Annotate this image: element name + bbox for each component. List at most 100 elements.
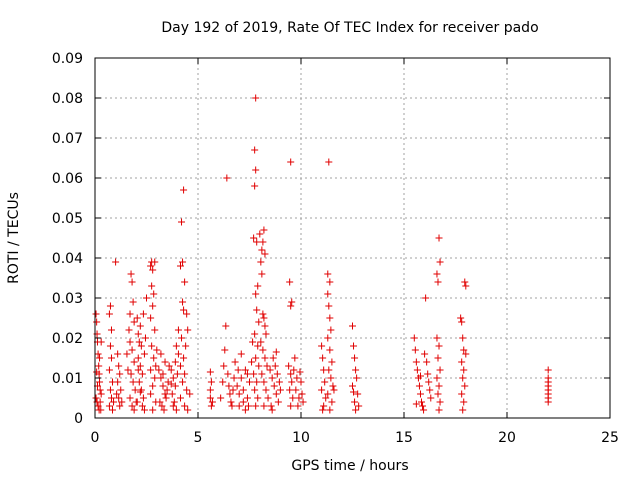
data-point [251, 386, 259, 394]
data-point [159, 382, 167, 390]
data-point [138, 402, 146, 410]
data-point [149, 406, 157, 414]
data-point [156, 398, 164, 406]
data-point [325, 366, 333, 374]
data-point [219, 378, 227, 386]
data-point [462, 350, 470, 358]
data-point [324, 334, 332, 342]
data-point [294, 402, 302, 410]
data-point [174, 350, 182, 358]
data-point [458, 390, 466, 398]
y-tick-label: 0.08 [52, 91, 83, 107]
data-point [327, 326, 335, 334]
data-point [262, 330, 270, 338]
data-point [425, 378, 433, 386]
data-point [162, 394, 170, 402]
y-tick-label: 0 [74, 411, 83, 427]
data-point [420, 406, 428, 414]
data-point [418, 398, 426, 406]
data-point [151, 374, 159, 382]
plot-frame [94, 57, 611, 419]
x-tick-label: 10 [292, 430, 310, 446]
x-axis-label: GPS time / hours [291, 458, 408, 474]
data-point [248, 358, 256, 366]
data-point [173, 370, 181, 378]
data-point [251, 330, 259, 338]
data-point [259, 310, 267, 318]
data-point [433, 270, 441, 278]
data-point [326, 314, 334, 322]
data-point [434, 278, 442, 286]
data-point [462, 282, 470, 290]
y-tick-label: 0.05 [52, 211, 83, 227]
data-point [124, 366, 132, 374]
data-point [325, 158, 333, 166]
data-point [149, 266, 157, 274]
data-point [286, 278, 294, 286]
data-point [435, 234, 443, 242]
data-point [285, 362, 293, 370]
data-point [153, 346, 161, 354]
data-point [229, 386, 237, 394]
data-point [105, 366, 113, 374]
data-point [260, 226, 268, 234]
data-point [461, 382, 469, 390]
data-point [320, 402, 328, 410]
data-point [94, 350, 102, 358]
data-point [224, 370, 232, 378]
data-point [93, 318, 101, 326]
data-point [272, 348, 280, 356]
data-point [138, 370, 146, 378]
data-point [458, 358, 466, 366]
data-point [412, 358, 420, 366]
data-point [261, 250, 269, 258]
data-point [172, 406, 180, 414]
data-point [126, 338, 134, 346]
data-point [349, 322, 356, 330]
data-point [243, 394, 251, 402]
data-point [170, 398, 178, 406]
data-point [134, 366, 142, 374]
data-point [147, 262, 155, 270]
data-point [118, 398, 126, 406]
data-point [296, 368, 304, 376]
data-point [436, 366, 444, 374]
data-point [115, 362, 123, 370]
data-point [178, 218, 186, 226]
data-point [423, 358, 431, 366]
data-point [230, 374, 238, 382]
data-point [221, 346, 229, 354]
data-point [206, 368, 214, 376]
y-tick-label: 0.06 [52, 171, 83, 187]
data-point [416, 372, 424, 380]
data-point [246, 378, 253, 386]
data-point [182, 342, 190, 350]
data-point [458, 318, 466, 326]
data-point [143, 294, 150, 302]
data-point [106, 386, 114, 394]
data-point [207, 402, 215, 410]
data-point [259, 238, 267, 246]
data-point [133, 398, 141, 406]
data-point [291, 354, 299, 362]
data-point [136, 388, 144, 396]
data-point [260, 378, 268, 386]
grid [95, 58, 610, 418]
data-point [223, 174, 231, 182]
data-point [288, 378, 296, 386]
data-point [351, 354, 359, 362]
data-point [130, 406, 138, 414]
data-point [167, 380, 175, 388]
data-point [321, 378, 329, 386]
data-point [436, 398, 444, 406]
data-point [165, 362, 173, 370]
data-point [287, 402, 295, 410]
data-point [151, 258, 159, 266]
data-point [325, 302, 333, 310]
data-point [411, 346, 419, 354]
data-point [252, 166, 260, 174]
data-point [159, 370, 167, 378]
data-point [172, 342, 180, 350]
data-point [136, 362, 144, 370]
data-point [127, 270, 135, 278]
